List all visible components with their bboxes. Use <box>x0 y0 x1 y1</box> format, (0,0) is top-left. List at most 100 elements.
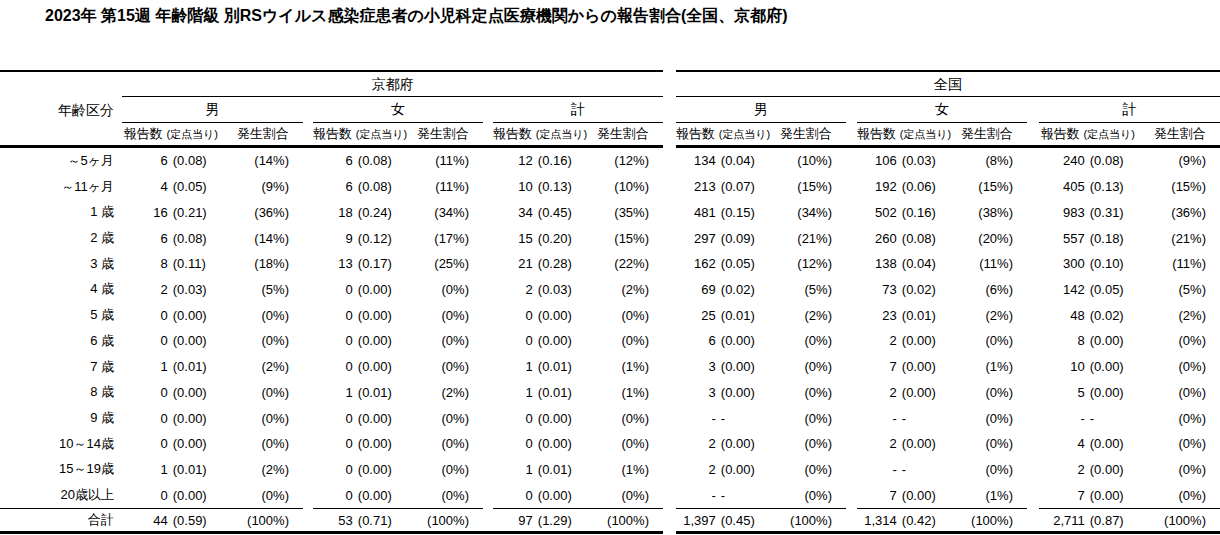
age-label: 1 歳 <box>0 203 122 221</box>
reports-value: 1,314(0.42) <box>857 513 949 528</box>
reports-value: 2(0.00) <box>676 462 768 477</box>
reports-value: 3(0.00) <box>676 359 768 374</box>
value-cell: 2(0.00)(0%) <box>1039 462 1220 477</box>
reports-value: 23(0.01) <box>857 308 949 323</box>
proportion-value: (1%) <box>585 359 663 374</box>
per-sentinel-label: (定点当り) <box>1083 128 1135 140</box>
value-cell: 15(0.20)(15%) <box>493 231 663 246</box>
age-label: 3 歳 <box>0 255 122 273</box>
value-cell: 2(0.00)(0%) <box>857 333 1027 348</box>
per-sentinel-rate: (0.00) <box>358 411 405 426</box>
proportion-value: (0%) <box>768 436 846 451</box>
value-cell: 1(0.01)(1%) <box>493 385 663 400</box>
report-count: 2 <box>709 462 716 477</box>
reports-header: 報告数 (定点当り) <box>313 125 405 143</box>
proportion-value: (38%) <box>949 205 1027 220</box>
value-cell: 1,314(0.42)(100%) <box>857 513 1027 528</box>
sex-header: 計 <box>1039 97 1220 122</box>
reports-value: 21(0.28) <box>493 256 585 271</box>
value-cell: 4(0.00)(0%) <box>1039 436 1220 451</box>
per-sentinel-rate: (0.01) <box>902 308 949 323</box>
per-sentinel-rate: (0.04) <box>721 153 768 168</box>
value-cell: 9(0.12)(17%) <box>313 231 483 246</box>
reports-value: 502(0.16) <box>857 205 949 220</box>
per-sentinel-rate: (0.00) <box>1090 436 1137 451</box>
per-sentinel-rate: (0.15) <box>721 205 768 220</box>
value-cell: 1(0.01)(2%) <box>122 462 303 477</box>
report-count: 260 <box>875 231 897 246</box>
table-row: 6 歳0(0.00)(0%)0(0.00)(0%)0(0.00)(0%)6(0.… <box>0 328 1220 354</box>
per-sentinel-rate: (0.00) <box>173 488 220 503</box>
proportion-value: (100%) <box>768 513 846 528</box>
reports-value: 2(0.00) <box>857 385 949 400</box>
report-count: 0 <box>161 385 168 400</box>
per-sentinel-rate: (0.21) <box>173 205 220 220</box>
proportion-value: (100%) <box>220 513 303 528</box>
value-cell: 21(0.28)(22%) <box>493 256 663 271</box>
proportion-value: (22%) <box>585 256 663 271</box>
report-count: 69 <box>701 282 715 297</box>
proportion-value: (0%) <box>1137 436 1220 451</box>
per-sentinel-rate: (0.00) <box>902 333 949 348</box>
table-row: 3 歳8(0.11)(18%)13(0.17)(25%)21(0.28)(22%… <box>0 251 1220 277</box>
report-count: 142 <box>1063 282 1085 297</box>
per-sentinel-rate: (0.08) <box>173 231 220 246</box>
report-count: 1 <box>161 359 168 374</box>
report-count: 2 <box>709 436 716 451</box>
per-sentinel-rate: (0.05) <box>173 179 220 194</box>
proportion-header: 発生割合 <box>585 125 663 143</box>
per-sentinel-rate: (0.01) <box>173 359 220 374</box>
column-header-cell: 報告数 (定点当り)発生割合 <box>313 125 483 143</box>
reports-value: 0(0.00) <box>313 282 405 297</box>
proportion-value: (11%) <box>949 256 1027 271</box>
value-cell: 6(0.08)(11%) <box>313 153 483 168</box>
age-label: 合計 <box>0 511 122 529</box>
report-count: 34 <box>518 205 532 220</box>
report-count: 1,314 <box>864 513 897 528</box>
reports-value: -- <box>857 462 949 477</box>
value-cell: 7(0.00)(1%) <box>857 488 1027 503</box>
reports-value: 0(0.00) <box>313 462 405 477</box>
reports-value: -- <box>1039 411 1137 426</box>
reports-value: 2 (0.03) <box>122 282 220 297</box>
value-cell: 8(0.11)(18%) <box>122 256 303 271</box>
value-cell: 97(1.29)(100%) <box>493 513 663 528</box>
value-cell: 2(0.00)(0%) <box>676 462 846 477</box>
proportion-value: (100%) <box>405 513 483 528</box>
reports-header: 報告数 (定点当り) <box>1039 125 1137 143</box>
reports-value: 8(0.00) <box>1039 333 1137 348</box>
proportion-value: (15%) <box>949 179 1027 194</box>
per-sentinel-rate: (0.00) <box>1090 333 1137 348</box>
per-sentinel-rate: - <box>721 488 768 503</box>
reports-value: 1(0.01) <box>122 462 220 477</box>
reports-value: 213(0.07) <box>676 179 768 194</box>
reports-value: 1(0.01) <box>313 385 405 400</box>
age-label: 8 歳 <box>0 383 122 401</box>
per-sentinel-label: (定点当り) <box>166 128 218 140</box>
proportion-value: (0%) <box>1137 385 1220 400</box>
value-cell: 44(0.59)(100%) <box>122 513 303 528</box>
value-cell: 0(0.00)(0%) <box>122 488 303 503</box>
report-count: 0 <box>161 411 168 426</box>
proportion-value: (0%) <box>220 436 303 451</box>
per-sentinel-rate: (0.03) <box>173 282 220 297</box>
per-sentinel-rate: (0.00) <box>721 333 768 348</box>
report-count: 192 <box>875 179 897 194</box>
per-sentinel-rate: (0.00) <box>538 436 585 451</box>
per-sentinel-rate: (0.00) <box>538 411 585 426</box>
value-cell: 2(0.03)(5%) <box>122 282 303 297</box>
value-cell: 0(0.00)(0%) <box>122 436 303 451</box>
table-row: 10～14歳0(0.00)(0%)0(0.00)(0%)0(0.00)(0%)2… <box>0 431 1220 457</box>
proportion-value: (0%) <box>405 308 483 323</box>
proportion-value: (34%) <box>405 205 483 220</box>
proportion-value: (0%) <box>405 462 483 477</box>
per-sentinel-rate: (0.00) <box>1090 359 1137 374</box>
report-count: 0 <box>526 308 533 323</box>
value-cell: 240(0.08)(9%) <box>1039 153 1220 168</box>
proportion-value: (2%) <box>768 308 846 323</box>
sex-header: 女 <box>313 97 483 122</box>
proportion-value: (0%) <box>405 282 483 297</box>
per-sentinel-rate: (0.00) <box>1090 385 1137 400</box>
per-sentinel-rate: (0.00) <box>358 436 405 451</box>
report-count: 2 <box>161 282 168 297</box>
